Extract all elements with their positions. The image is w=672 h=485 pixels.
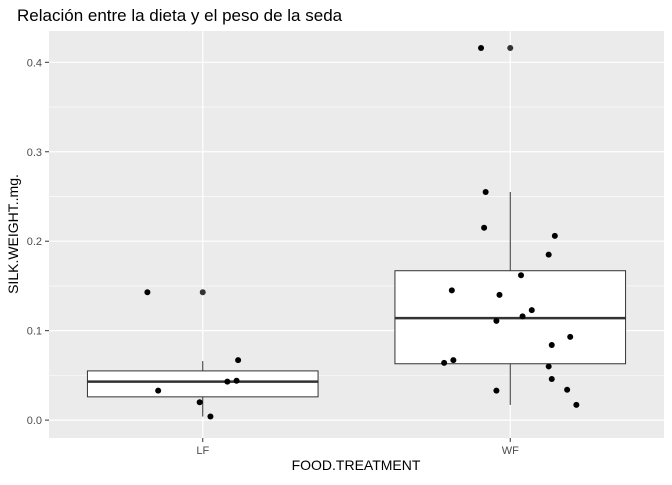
y-tick-label: 0.0 [27,415,42,427]
y-tick-label: 0.4 [27,57,42,69]
x-tick-label: LF [196,445,209,457]
point-layer [144,44,580,420]
data-point [493,387,500,394]
y-tick-label: 0.1 [27,326,42,338]
data-point [144,289,151,296]
data-point [545,363,552,370]
data-point [518,272,525,279]
data-point [235,357,242,364]
chart-title: Relación entre la dieta y el peso de la … [17,6,343,25]
y-tick-label: 0.3 [27,147,42,159]
y-tick-label: 0.2 [27,236,42,248]
plot-panel [49,31,664,438]
data-point [450,357,457,364]
outlier-point [507,44,514,51]
data-point [207,413,214,420]
data-point [551,232,558,239]
data-point [519,313,526,320]
data-point [493,317,500,324]
box-wf [394,44,627,405]
data-point [548,375,555,382]
data-point [196,399,203,406]
axis-ticks: 0.0 0.1 0.2 0.3 0.4 LF WF [27,57,519,457]
data-point [224,378,231,385]
x-axis-label: FOOD.TREATMENT [292,457,421,473]
data-point [478,44,485,51]
data-point [441,359,448,366]
box-lf [86,289,319,417]
y-axis-label: SILK.WEIGHT..mg. [5,174,21,294]
data-point [482,189,489,196]
data-point [481,224,488,231]
data-point [548,341,555,348]
box-body [86,370,319,398]
data-point [528,307,535,314]
outlier-point [199,289,206,296]
data-point [448,287,455,294]
data-point [233,377,240,384]
data-point [155,387,162,394]
data-point [496,291,503,298]
data-point [545,251,552,258]
data-point [573,401,580,408]
x-tick-label: WF [502,445,519,457]
box-layer [86,44,627,417]
data-point [567,333,574,340]
data-point [564,386,571,393]
